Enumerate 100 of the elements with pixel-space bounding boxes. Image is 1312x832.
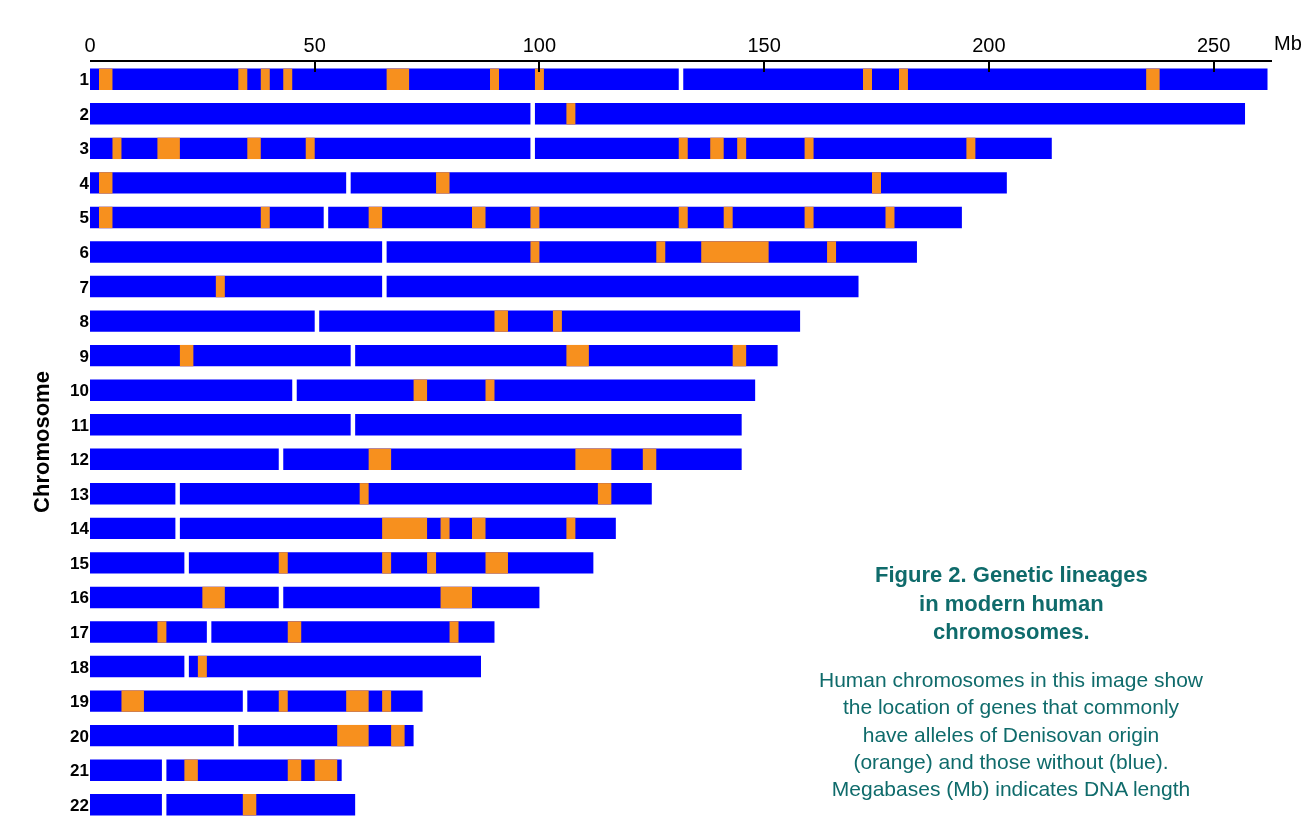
- bar: [355, 344, 778, 367]
- bar: [90, 621, 207, 643]
- y-tick-label: 13: [70, 484, 89, 504]
- bar: [90, 379, 293, 401]
- bar: [355, 414, 742, 436]
- x-tick-label: 0: [84, 34, 96, 56]
- bar: [90, 483, 176, 505]
- bar: [566, 103, 576, 125]
- bar: [211, 621, 495, 643]
- x-tick-label: 150: [747, 34, 781, 56]
- y-tick-label: 1: [79, 70, 89, 90]
- y-tick-label: 2: [79, 104, 89, 124]
- bar: [90, 275, 383, 298]
- bar: [678, 137, 688, 160]
- y-tick-label: 12: [70, 450, 89, 470]
- y-tick-label: 9: [79, 346, 89, 366]
- bar: [656, 241, 666, 263]
- y-tick-label: 16: [70, 588, 89, 608]
- bar: [157, 137, 180, 160]
- bar: [386, 275, 859, 298]
- bar: [346, 690, 369, 712]
- x-tick-label: 200: [972, 34, 1006, 56]
- bar: [597, 483, 612, 505]
- bar: [966, 137, 976, 160]
- bar: [98, 206, 113, 229]
- bar: [359, 483, 369, 505]
- bar: [427, 552, 437, 574]
- bar: [242, 794, 257, 816]
- bar: [121, 690, 144, 712]
- bar: [530, 206, 540, 229]
- bar: [278, 552, 288, 574]
- bar: [90, 724, 234, 747]
- bar: [382, 517, 428, 540]
- bar: [283, 586, 540, 609]
- bar: [90, 517, 176, 540]
- y-tick-label: 14: [70, 519, 90, 539]
- bar: [489, 68, 499, 90]
- bar: [287, 759, 302, 781]
- bar: [287, 621, 302, 643]
- bar: [179, 483, 652, 505]
- bar: [449, 621, 459, 643]
- bar: [1146, 68, 1160, 90]
- bar: [368, 206, 383, 229]
- x-axis-title: Mb: [1274, 32, 1302, 54]
- bar: [215, 275, 225, 298]
- bar: [314, 759, 338, 781]
- bar: [337, 724, 369, 747]
- bar: [575, 448, 612, 470]
- bar: [90, 241, 383, 263]
- bar: [737, 137, 747, 160]
- bar: [472, 517, 486, 540]
- bar: [238, 68, 248, 90]
- bar: [494, 310, 508, 332]
- bar: [90, 759, 162, 781]
- bar: [90, 310, 315, 332]
- bar: [885, 206, 895, 229]
- bar: [188, 655, 481, 678]
- bar: [732, 344, 747, 367]
- bar: [872, 172, 881, 194]
- bar: [90, 103, 531, 125]
- bar: [678, 206, 688, 229]
- y-tick-label: 3: [79, 139, 89, 159]
- y-tick-label: 11: [71, 415, 89, 435]
- bar: [701, 241, 769, 263]
- bar: [472, 206, 486, 229]
- bar: [368, 448, 392, 470]
- bar: [260, 206, 270, 229]
- bar: [485, 379, 495, 401]
- bar: [566, 517, 576, 540]
- bar: [552, 310, 562, 332]
- y-tick-label: 5: [79, 208, 89, 228]
- bar: [90, 794, 162, 816]
- bar: [202, 586, 225, 609]
- bar: [90, 414, 351, 436]
- bar: [391, 724, 405, 747]
- y-tick-label: 10: [70, 381, 89, 401]
- bar: [90, 344, 351, 367]
- bar: [413, 379, 428, 401]
- bar: [157, 621, 167, 643]
- bar: [382, 552, 392, 574]
- bar: [534, 68, 544, 90]
- bar: [436, 172, 450, 194]
- y-tick-label: 15: [70, 553, 89, 573]
- bar: [485, 552, 508, 574]
- bar: [98, 68, 113, 90]
- bar: [534, 103, 1246, 125]
- bar: [863, 68, 873, 90]
- y-axis-title: Chromosome: [28, 371, 54, 513]
- y-tick-label: 22: [70, 795, 89, 815]
- x-tick-label: 100: [522, 34, 557, 56]
- x-tick-label: 50: [303, 34, 326, 56]
- y-tick-label: 18: [70, 657, 89, 677]
- bar: [278, 690, 288, 712]
- bar: [440, 517, 450, 540]
- bar: [90, 655, 185, 678]
- bar: [184, 759, 198, 781]
- bar: [440, 586, 473, 609]
- text: Figure 2. Genetic lineages in modern human chromosomes.: [875, 562, 1148, 645]
- bar: [386, 68, 410, 90]
- y-tick-label: 7: [79, 277, 89, 297]
